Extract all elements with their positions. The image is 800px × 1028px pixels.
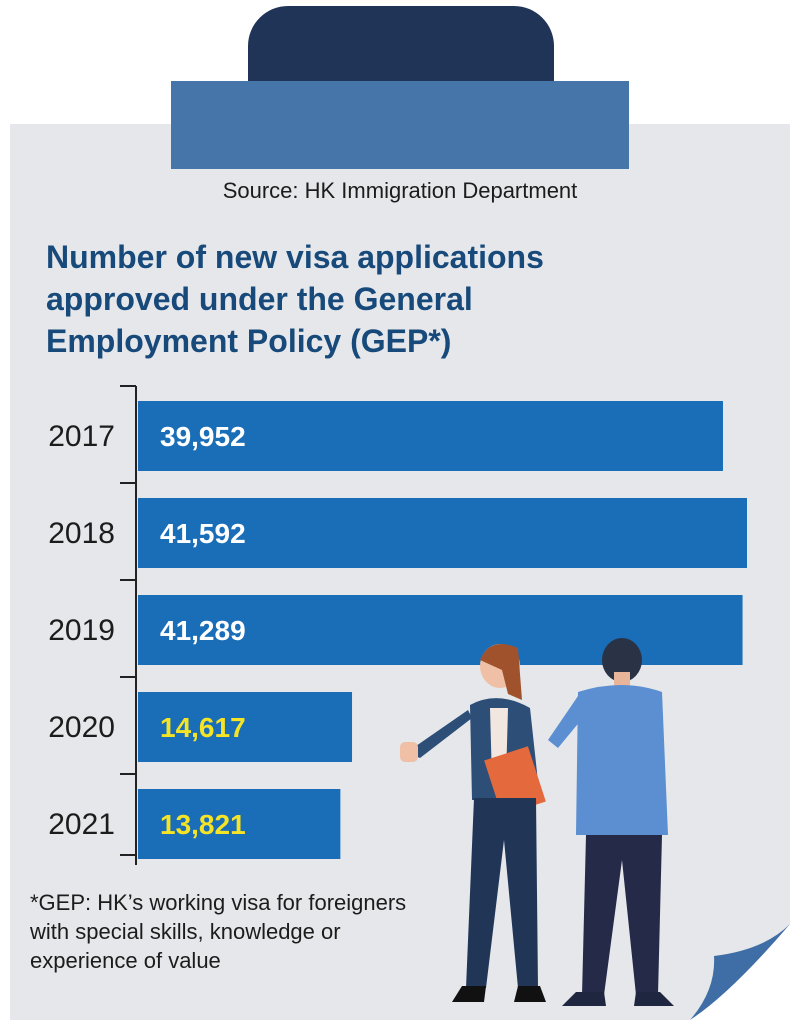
bar-2018 [138,498,747,568]
page-fold-icon [690,924,790,1020]
people-illustration-icon [400,638,674,1006]
value-label-2019: 41,289 [160,615,246,646]
bar-2020 [138,692,353,762]
category-label-2021: 2021 [48,808,115,841]
source-label: Source: HK Immigration Department [222,178,578,203]
category-label-2017: 2017 [48,420,115,453]
category-label-2018: 2018 [48,517,115,550]
chart-title: Number of new visa applications approved… [46,239,544,359]
bar-2021 [138,789,341,859]
bar-2017 [138,401,723,471]
value-label-2018: 41,592 [160,518,246,549]
category-label-2019: 2019 [48,614,115,647]
category-label-2020: 2020 [48,711,115,744]
value-label-2017: 39,952 [160,421,246,452]
footnote: *GEP: HK’s working visa for foreigners w… [30,890,407,973]
clipboard-clip-band [171,81,629,169]
bar-2019 [138,595,743,665]
value-label-2020: 14,617 [160,712,246,743]
value-label-2021: 13,821 [160,809,246,840]
